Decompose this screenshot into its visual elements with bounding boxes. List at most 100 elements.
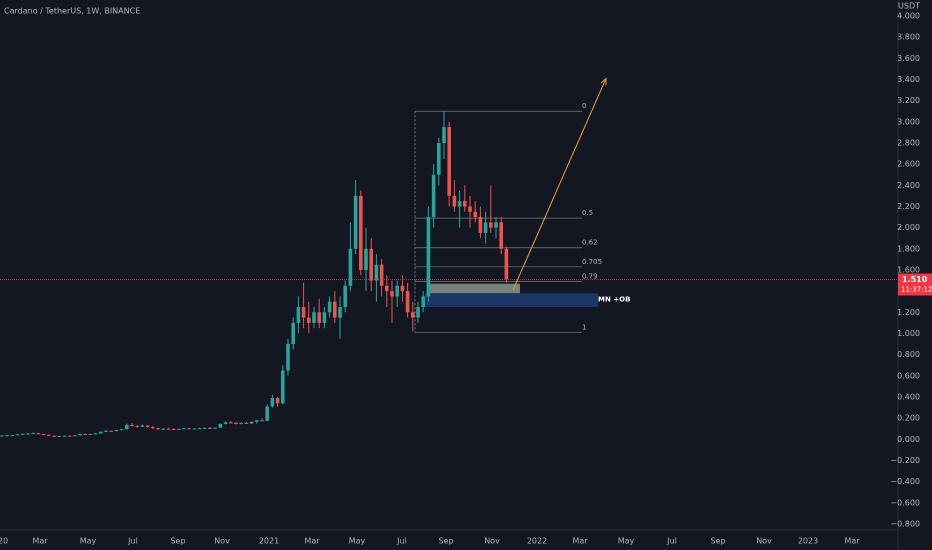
candle-body (499, 222, 503, 249)
y-tick-label: 0.400 (897, 392, 920, 401)
x-tick-label: 20 (0, 537, 8, 546)
candle-body (171, 428, 176, 430)
candle-body (275, 398, 280, 404)
candle-body (249, 421, 254, 424)
candle-body (166, 428, 171, 430)
y-tick-label: 3.600 (897, 54, 920, 63)
y-tick-label: 2.600 (897, 160, 920, 169)
candle-body (390, 291, 394, 297)
x-tick-label: 2021 (259, 537, 279, 546)
candle-body (447, 127, 451, 196)
y-tick-label: 4.000 (897, 11, 920, 20)
x-tick-label: Sep (170, 537, 185, 546)
candle-body (119, 429, 124, 431)
candle-body (416, 307, 420, 318)
candle-body (57, 435, 61, 437)
chart-title: Cardano / TetherUS, 1W, BINANCE (4, 7, 140, 16)
candle-body (197, 428, 202, 430)
order-block-zone (428, 283, 520, 294)
fib-level-label: 0.62 (582, 239, 598, 247)
candle-body (114, 429, 119, 432)
candle-body (504, 248, 509, 280)
candle-body (364, 248, 368, 270)
last-price-box (898, 273, 932, 296)
candle-body (343, 285, 347, 308)
candle-body (203, 427, 207, 429)
candle-body (405, 291, 410, 313)
candle-body (135, 425, 139, 427)
candle-body (442, 127, 446, 143)
y-tick-label: −0.200 (890, 456, 920, 465)
candle-body (187, 428, 191, 430)
candle-body (208, 427, 212, 429)
candle-body (109, 430, 113, 432)
candle-body (301, 307, 306, 318)
candle-body (10, 435, 15, 437)
countdown-label: 11:37:12 (901, 285, 932, 293)
candle-body (93, 433, 98, 435)
x-tick-label: Sep (710, 537, 725, 546)
x-tick-label: Nov (214, 537, 230, 546)
x-tick-label: Jul (127, 537, 138, 546)
candle-body (333, 301, 337, 318)
y-tick-label: 3.000 (897, 117, 920, 126)
candle-body (494, 222, 498, 228)
candle-body (411, 312, 415, 318)
candle-body (229, 422, 233, 424)
candle-body (218, 423, 223, 428)
candle-body (26, 433, 30, 435)
candle-body (338, 307, 342, 318)
y-tick-label: −0.400 (890, 477, 920, 486)
x-tick-label: Mar (572, 537, 588, 546)
fib-level-label: 0.79 (582, 273, 598, 281)
x-tick-label: May (80, 537, 97, 546)
candle-body (286, 344, 290, 371)
x-tick-label: Sep (438, 537, 453, 546)
x-tick-label: 2023 (798, 537, 818, 546)
candle-body (21, 433, 25, 435)
candle-body (156, 428, 160, 430)
y-tick-label: 2.200 (897, 202, 920, 211)
candle-body (31, 433, 35, 435)
candle-body (312, 312, 316, 323)
y-tick-label: −0.800 (890, 519, 920, 528)
candle-body (255, 420, 259, 422)
candle-body (452, 195, 457, 207)
last-price-label: 1.510 (902, 275, 928, 284)
candle-body (317, 312, 321, 323)
y-tick-label: 2.000 (897, 223, 920, 232)
y-tick-label: 3.400 (897, 75, 920, 84)
x-tick-label: May (349, 537, 366, 546)
y-tick-label: 0.600 (897, 371, 920, 380)
x-tick-label: Nov (484, 537, 500, 546)
candle-body (369, 248, 373, 281)
candle-body (151, 427, 155, 429)
candle-body (182, 428, 186, 430)
fib-level-label: 0.5 (582, 209, 593, 217)
candle-body (265, 406, 269, 421)
candle-body (213, 427, 217, 429)
candle-body (260, 420, 264, 422)
candle-body (374, 264, 379, 281)
candle-body (88, 434, 93, 436)
candle-body (67, 435, 72, 437)
candle-body (463, 201, 467, 207)
candle-body (52, 435, 56, 437)
fib-level-label: 0.705 (582, 258, 602, 266)
y-tick-label: 3.800 (897, 33, 920, 42)
candle-body (307, 317, 311, 323)
candle-body (177, 428, 181, 430)
y-tick-label: 2.800 (897, 138, 920, 147)
x-tick-label: Mar (32, 537, 48, 546)
price-unit: USDT (898, 2, 920, 11)
candle-body (15, 434, 20, 436)
candle-body (431, 174, 436, 218)
candle-body (270, 398, 275, 407)
y-tick-label: 3.200 (897, 96, 920, 105)
candle-body (99, 431, 103, 434)
order-block-zone (425, 293, 598, 308)
candle-body (489, 222, 493, 228)
candle-body (385, 285, 389, 292)
candle-body (296, 307, 301, 323)
